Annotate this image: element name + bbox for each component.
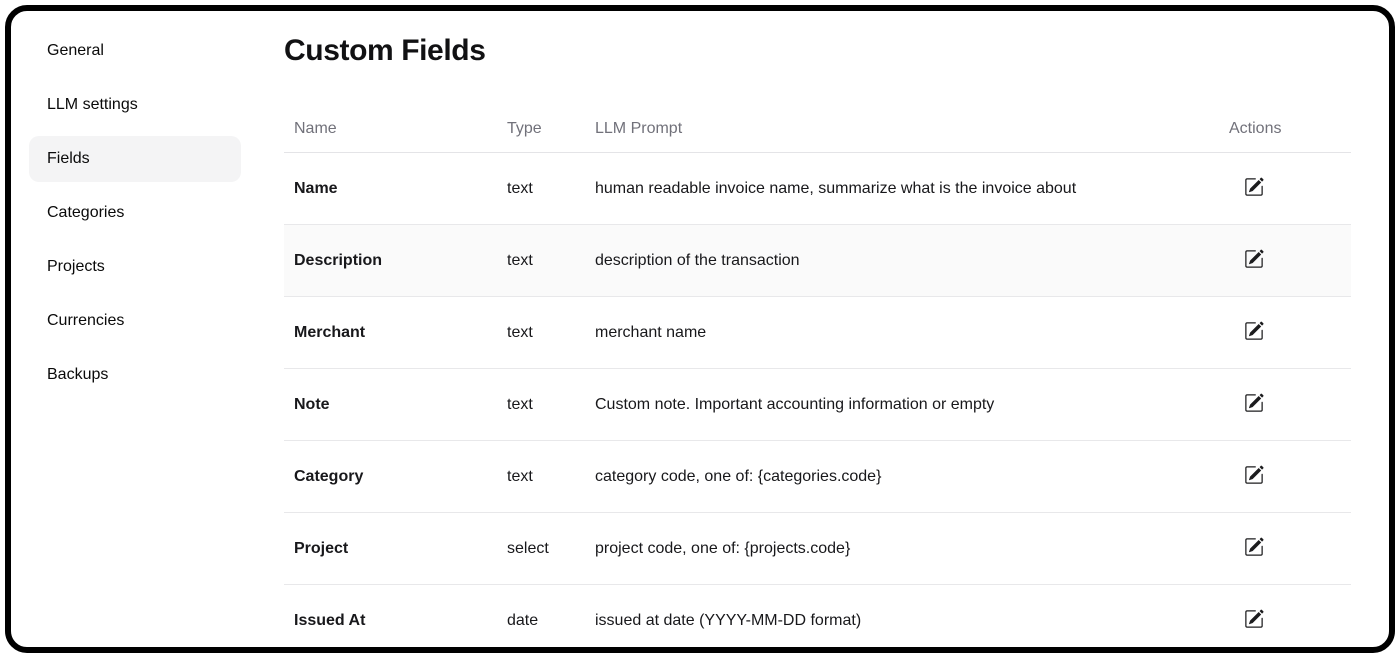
sidebar-item-general[interactable]: General (29, 28, 241, 74)
sidebar-item-label: Projects (47, 258, 105, 275)
field-name: Project (294, 539, 349, 557)
edit-field-button[interactable] (1243, 176, 1265, 198)
pencil-square-icon (1245, 393, 1264, 412)
table-row: Category text category code, one of: {ca… (284, 441, 1351, 513)
field-llm-prompt: project code, one of: {projects.code} (595, 539, 851, 557)
sidebar-item-backups[interactable]: Backups (29, 352, 241, 398)
field-actions (1229, 608, 1351, 634)
field-actions (1229, 176, 1351, 202)
sidebar-item-label: LLM settings (47, 96, 138, 113)
table-header-row: Name Type LLM Prompt Actions (284, 73, 1351, 153)
field-type: text (507, 251, 533, 269)
field-name: Description (294, 251, 383, 269)
pencil-square-icon (1245, 321, 1264, 340)
table-row: Note text Custom note. Important account… (284, 369, 1351, 441)
pencil-square-icon (1245, 609, 1264, 628)
sidebar-item-fields[interactable]: Fields (29, 136, 241, 182)
field-name: Category (294, 467, 364, 485)
field-llm-prompt: Custom note. Important accounting inform… (595, 395, 995, 413)
field-actions (1229, 248, 1351, 274)
main-content: Custom Fields Name Type LLM Prompt Actio… (284, 11, 1389, 647)
sidebar-item-label: Categories (47, 204, 125, 221)
edit-field-button[interactable] (1243, 320, 1265, 342)
field-actions (1229, 536, 1351, 562)
pencil-square-icon (1245, 537, 1264, 556)
field-llm-prompt: description of the transaction (595, 251, 800, 269)
field-llm-prompt: merchant name (595, 323, 707, 341)
field-type: date (507, 611, 539, 629)
table-row: Name text human readable invoice name, s… (284, 153, 1351, 225)
field-actions (1229, 392, 1351, 418)
edit-field-button[interactable] (1243, 248, 1265, 270)
settings-sidebar: General LLM settings Fields Categories Proje… (11, 11, 284, 647)
field-llm-prompt: human readable invoice name, summarize w… (595, 179, 1077, 197)
edit-field-button[interactable] (1243, 608, 1265, 630)
sidebar-item-projects[interactable]: Projects (29, 244, 241, 290)
pencil-square-icon (1245, 249, 1264, 268)
page-title: Custom Fields (284, 34, 486, 67)
sidebar-item-label: Fields (47, 150, 90, 167)
edit-field-button[interactable] (1243, 392, 1265, 414)
edit-field-button[interactable] (1243, 536, 1265, 558)
column-header-name: Name (294, 120, 337, 137)
field-type: text (507, 179, 533, 197)
pencil-square-icon (1245, 465, 1264, 484)
pencil-square-icon (1245, 177, 1264, 196)
table-row: Description text description of the tran… (284, 225, 1351, 297)
table-row: Issued At date issued at date (YYYY-MM-D… (284, 585, 1351, 647)
field-name: Note (294, 395, 330, 413)
custom-fields-table: Name Type LLM Prompt Actions Name text h… (284, 73, 1351, 647)
field-type: text (507, 323, 533, 341)
sidebar-item-label: Currencies (47, 312, 125, 329)
column-header-prompt: LLM Prompt (595, 120, 683, 137)
table-body: Name text human readable invoice name, s… (284, 153, 1351, 647)
field-name: Name (294, 179, 338, 197)
sidebar-item-currencies[interactable]: Currencies (29, 298, 241, 344)
field-type: select (507, 539, 549, 557)
field-llm-prompt: category code, one of: {categories.code} (595, 467, 882, 485)
edit-field-button[interactable] (1243, 464, 1265, 486)
field-actions (1229, 320, 1351, 346)
sidebar-item-llm-settings[interactable]: LLM settings (29, 82, 241, 128)
field-llm-prompt: issued at date (YYYY-MM-DD format) (595, 611, 862, 629)
sidebar-item-label: General (47, 42, 104, 59)
table-row: Project select project code, one of: {pr… (284, 513, 1351, 585)
column-header-type: Type (507, 120, 542, 137)
settings-window: General LLM settings Fields Categories Proje… (5, 5, 1395, 653)
field-actions (1229, 464, 1351, 490)
sidebar-item-categories[interactable]: Categories (29, 190, 241, 236)
field-name: Merchant (294, 323, 366, 341)
field-type: text (507, 395, 533, 413)
table-row: Merchant text merchant name (284, 297, 1351, 369)
field-type: text (507, 467, 533, 485)
field-name: Issued At (294, 611, 366, 629)
column-header-actions: Actions (1229, 120, 1282, 137)
sidebar-item-label: Backups (47, 366, 109, 383)
